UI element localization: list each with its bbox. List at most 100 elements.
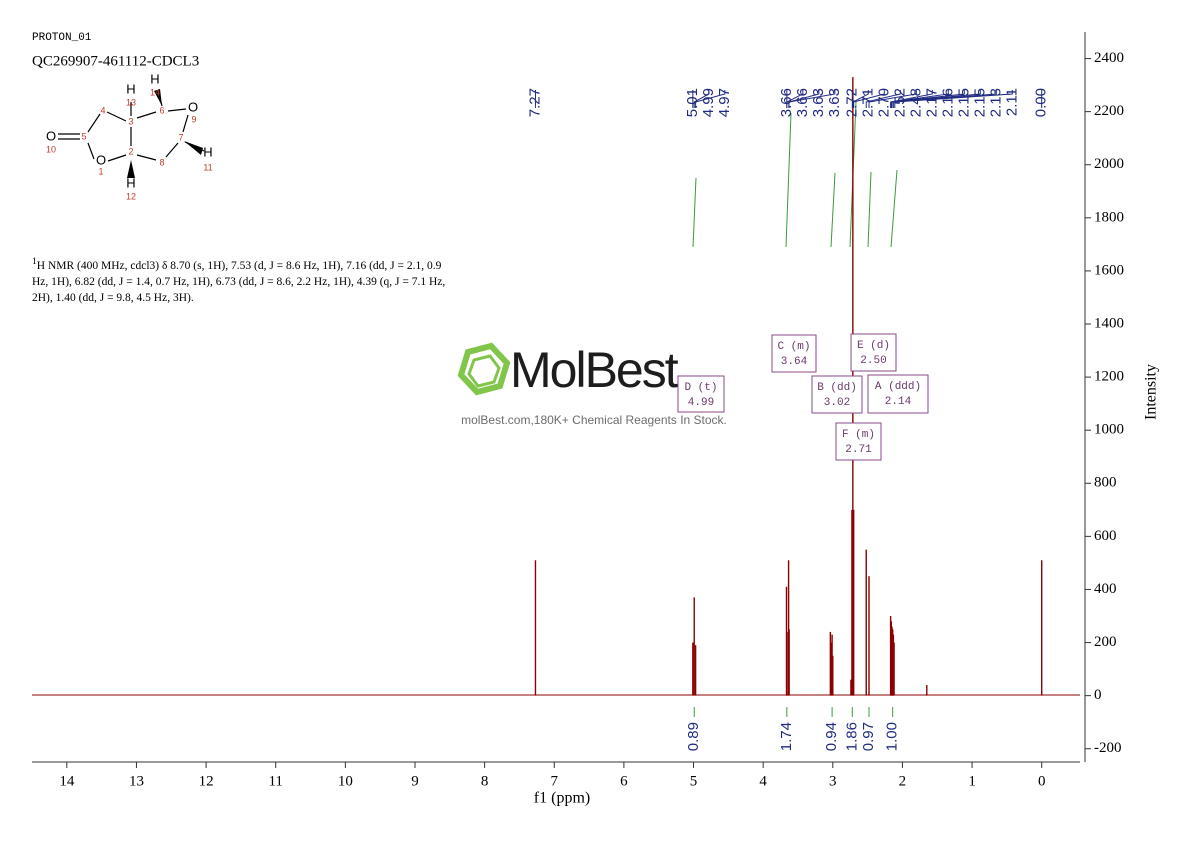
peak-label: 0.00 — [1033, 88, 1050, 117]
chart-title: QC269907-461112-CDCL3 — [32, 53, 199, 69]
peak-label: 2.70 — [875, 88, 892, 117]
multiplet-shift: 3.64 — [781, 356, 808, 368]
y-tick-label: 200 — [1094, 634, 1117, 650]
x-tick-label: 4 — [759, 773, 767, 789]
integral-label: 0.97 — [860, 722, 877, 751]
peak-label: 3.66 — [794, 88, 811, 117]
atom-symbol: O — [46, 128, 56, 143]
y-tick-label: 0 — [1094, 687, 1102, 703]
integral-label: 0.89 — [685, 722, 702, 751]
peak-label: 2.48 — [907, 88, 924, 117]
x-tick-label: 12 — [199, 773, 214, 789]
peak-label: 2.15 — [971, 88, 988, 117]
y-tick-label: 1600 — [1094, 262, 1124, 278]
multiplet-box — [867, 374, 929, 414]
multiplet-label: E (d) — [857, 340, 890, 352]
peak-label: 2.11 — [1003, 88, 1020, 116]
multiplet-label: D (t) — [684, 382, 717, 394]
integral-label: 1.86 — [843, 722, 860, 751]
peak-label-connector — [890, 90, 949, 108]
multiplet-box — [850, 333, 897, 372]
peak-label-connector — [788, 90, 836, 108]
atom-number: 14 — [150, 87, 160, 97]
wedge — [184, 141, 203, 155]
multiplet-shift: 2.71 — [845, 444, 872, 456]
x-tick-label: 10 — [338, 773, 353, 789]
peak-label: 4.99 — [700, 88, 717, 117]
x-tick-label: 2 — [899, 773, 907, 789]
atom-number: 5 — [81, 131, 86, 141]
peak-label: 2.72 — [843, 88, 860, 117]
multiplet-box — [835, 422, 882, 461]
peak-label: 2.71 — [859, 88, 876, 117]
wedge — [127, 160, 135, 178]
y-tick-label: 1400 — [1094, 315, 1124, 331]
peak-label: 3.63 — [826, 88, 843, 117]
atom-number: 2 — [128, 146, 133, 156]
x-tick-label: 8 — [481, 773, 489, 789]
multiplet-label: C (m) — [777, 341, 810, 353]
integral-curves — [692, 101, 898, 248]
y-tick-label: 400 — [1094, 581, 1117, 597]
y-tick-label: 2000 — [1094, 156, 1124, 172]
logo-hex — [467, 354, 501, 388]
peak-label-connector — [890, 90, 933, 108]
peak-label-connector — [892, 90, 997, 108]
atom-number: 7 — [178, 132, 183, 142]
x-tick-label: 1 — [968, 773, 976, 789]
y-tick-label: 1200 — [1094, 369, 1124, 385]
x-tick-label: 7 — [551, 773, 559, 789]
x-tick-label: 0 — [1038, 773, 1046, 789]
atom-symbol: H — [150, 71, 159, 86]
multiplet-label: F (m) — [842, 429, 875, 441]
x-tick-label: 9 — [411, 773, 419, 789]
atom-number: 13 — [126, 97, 136, 107]
peak-label: 3.66 — [778, 88, 795, 117]
peak-label: 2.16 — [939, 88, 956, 117]
multiplet-shift: 3.02 — [824, 397, 850, 409]
multiplet-box — [811, 375, 863, 414]
peak-label: 2.13 — [987, 88, 1004, 117]
peak-label-connector — [852, 90, 869, 108]
atom-number: 8 — [159, 157, 164, 167]
x-tick-label: 13 — [129, 773, 144, 789]
molecule: O O O H H H H 1 2 3 4 5 6 7 8 9 10 11 12… — [46, 71, 213, 201]
watermark: MolBest molBest.com,180K+ Chemical Reage… — [457, 342, 727, 427]
integral-label: 1.74 — [778, 722, 795, 751]
y-axis-label: Intensity — [1143, 364, 1160, 420]
x-tick-label: 11 — [268, 773, 282, 789]
atom-symbol: H — [203, 144, 212, 159]
peak-label: 2.15 — [955, 88, 972, 117]
header: PROTON_01 — [32, 32, 92, 44]
atom-number: 11 — [203, 162, 212, 172]
peak-label: 4.97 — [716, 88, 733, 117]
y-tick-label: 1000 — [1094, 422, 1124, 438]
atom-symbol: H — [126, 175, 135, 190]
atom-symbol: O — [96, 152, 106, 167]
y-tick-label: -200 — [1094, 740, 1122, 756]
multiplet-shift: 2.14 — [885, 396, 912, 408]
integral-label: 0.94 — [823, 722, 840, 751]
y-tick-label: 1800 — [1094, 209, 1124, 225]
wedge — [154, 89, 162, 106]
peak-label-connector — [853, 90, 885, 108]
peak-label-connector — [891, 90, 981, 108]
x-tick-label: 5 — [690, 773, 698, 789]
atom-symbol: H — [126, 81, 135, 96]
multiplet-label: B (dd) — [817, 382, 857, 394]
peak-label: 5.01 — [684, 88, 701, 117]
peak-label-connector — [695, 90, 726, 108]
atom-number: 12 — [126, 191, 136, 201]
atom-symbol: O — [188, 99, 198, 114]
peak-label: 7.27 — [526, 88, 543, 117]
atom-number: 3 — [128, 116, 133, 126]
multiplet-box — [771, 334, 817, 373]
x-axis-label: f1 (ppm) — [534, 790, 590, 807]
superscript: 1 — [32, 256, 37, 267]
peak-label-connector — [693, 90, 710, 108]
atom-number: 4 — [100, 105, 105, 115]
x-tick-label: 6 — [620, 773, 628, 789]
y-tick-label: 2400 — [1094, 50, 1124, 66]
description-text: H NMR (400 MHz, cdcl3) δ 8.70 (s, 1H), 7… — [32, 259, 446, 304]
